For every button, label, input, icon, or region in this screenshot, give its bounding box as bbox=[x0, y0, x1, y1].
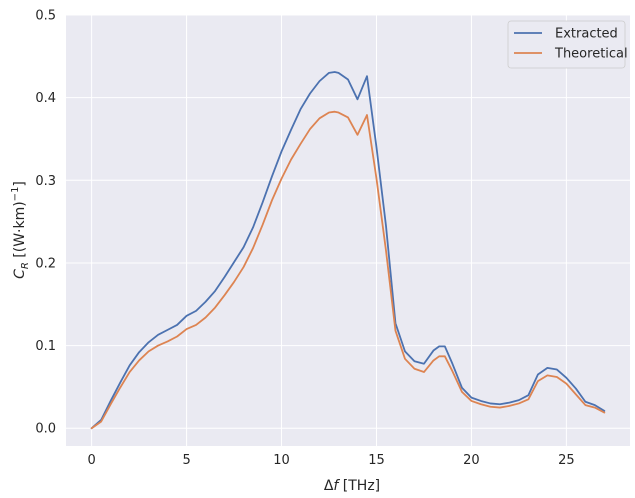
y-tick-label: 0.1 bbox=[35, 339, 56, 354]
legend-label-theoretical: Theoretical bbox=[554, 47, 628, 62]
legend-label-extracted: Extracted bbox=[555, 27, 618, 42]
x-tick-label: 10 bbox=[273, 453, 290, 468]
series-lines bbox=[90, 71, 606, 430]
x-tick-label: 20 bbox=[463, 453, 480, 468]
legend: Extracted Theoretical bbox=[507, 20, 628, 69]
x-axis-label: Δf [THz] bbox=[324, 478, 380, 494]
y-tick-label: 0.4 bbox=[35, 91, 56, 106]
y-tick-label: 0.3 bbox=[35, 174, 56, 189]
series-line-extracted bbox=[90, 71, 606, 430]
x-tick-label: 15 bbox=[368, 453, 385, 468]
tick-labels: 0 5 10 15 20 25 0.0 0.1 0.2 0.3 0.4 0.5 bbox=[35, 9, 574, 469]
x-tick-label: 0 bbox=[87, 453, 95, 468]
plot-area bbox=[66, 15, 630, 446]
y-axis-label: CR [(W·km)−1] bbox=[10, 181, 31, 279]
series-line-theoretical bbox=[90, 110, 606, 430]
y-tick-label: 0.5 bbox=[35, 9, 56, 24]
x-tick-label: 5 bbox=[182, 453, 190, 468]
x-tick-label: 25 bbox=[558, 453, 575, 468]
y-tick-label: 0.2 bbox=[35, 256, 56, 271]
y-tick-label: 0.0 bbox=[35, 422, 56, 437]
